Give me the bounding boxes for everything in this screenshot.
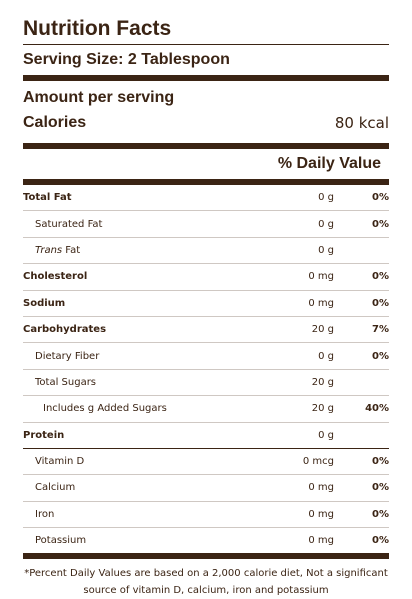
nutrient-name: Total Fat [23,192,72,204]
nutrient-name: Iron [35,508,55,520]
table-row: Total Sugars 20 g [23,370,389,397]
calories-value: 80 kcal [334,114,389,132]
nutrient-percent: 0% [372,535,389,547]
nutrient-amount: 0 g [318,429,334,441]
nutrient-percent: 0% [372,218,389,230]
calories-row: Calories 80 kcal [23,109,389,137]
table-row: Potassium 0 mg 0% [23,528,389,553]
divider-thick [23,143,389,149]
footnote: *Percent Daily Values are based on a 2,0… [23,553,389,599]
table-row: Cholesterol 0 mg 0% [23,264,389,291]
nutrient-percent: 0% [372,508,389,520]
table-row: Sodium 0 mg 0% [23,291,389,317]
nutrient-percent: 0% [372,192,389,204]
page-title: Nutrition Facts [23,17,172,40]
divider [23,44,389,45]
nutrient-name-italic: Trans [35,244,63,256]
nutrient-percent: 40% [365,403,389,415]
nutrient-amount: 0 g [318,192,334,204]
nutrition-facts-panel: Nutrition Facts Serving Size: 2 Tablespo… [23,14,389,599]
nutrient-amount: 0 mg [308,508,334,520]
nutrient-name: Potassium [35,535,87,547]
nutrient-amount: 0 mg [308,297,334,309]
nutrient-amount: 0 mg [308,535,334,547]
table-row: Dietary Fiber 0 g 0% [23,343,389,370]
nutrient-amount: 20 g [311,403,334,415]
daily-value-header: % Daily Value [277,155,381,172]
nutrient-percent: 0% [372,482,389,494]
nutrient-amount: 0 mcg [302,456,334,468]
nutrient-percent: 7% [372,324,389,336]
table-row: Vitamin D 0 mcg 0% [23,449,389,476]
nutrient-amount: 0 mg [308,271,334,283]
table-row: Trans Fat 0 g [23,238,389,265]
nutrient-name: Carbohydrates [23,324,107,336]
table-row: Carbohydrates 20 g 7% [23,317,389,344]
nutrient-name: Calcium [35,482,76,494]
table-row: Calcium 0 mg 0% [23,475,389,502]
nutrient-name: Saturated Fat [35,218,103,230]
nutrient-amount: 0 g [318,218,334,230]
table-row: Saturated Fat 0 g 0% [23,211,389,238]
nutrient-table: Total Fat 0 g 0% Saturated Fat 0 g 0% Tr… [23,185,389,553]
calories-label: Calories [23,114,87,131]
divider-thick [23,75,389,81]
nutrient-amount: 20 g [311,376,334,388]
nutrient-name: Includes g Added Sugars [43,403,167,415]
nutrient-amount: 0 g [318,350,334,362]
nutrient-percent: 0% [372,271,389,283]
nutrient-name: Cholesterol [23,271,88,283]
table-row: Total Fat 0 g 0% [23,185,389,212]
nutrient-name: Dietary Fiber [35,350,100,362]
nutrient-name: Trans Fat [23,245,254,256]
nutrient-amount: 0 mg [308,482,334,494]
nutrient-name: Sodium [23,297,66,309]
table-row: Protein 0 g [23,423,389,449]
table-row: Iron 0 mg 0% [23,502,389,529]
nutrient-name-rest: Fat [62,244,81,256]
divider-thick [23,179,389,185]
nutrient-percent: 0% [372,456,389,468]
nutrient-percent: 0% [372,297,389,309]
nutrient-amount: 0 g [318,244,334,256]
serving-size: Serving Size: 2 Tablespoon [23,51,230,68]
amount-per-serving: Amount per serving [23,89,175,106]
nutrient-name: Total Sugars [35,376,97,388]
nutrient-name: Protein [23,429,65,441]
nutrient-amount: 20 g [311,324,334,336]
nutrient-name: Vitamin D [35,456,85,468]
nutrient-percent: 0% [372,350,389,362]
table-row: Includes g Added Sugars 20 g 40% [23,396,389,423]
